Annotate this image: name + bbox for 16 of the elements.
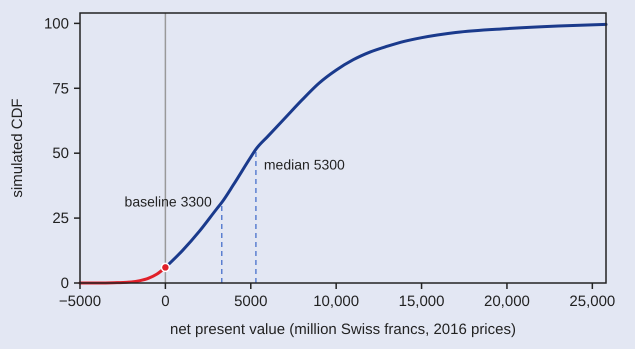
x-tick-label: 25,000	[569, 293, 616, 310]
y-axis-title: simulated CDF	[9, 98, 26, 198]
y-tick-label: 100	[44, 15, 69, 32]
x-tick-label: 5000	[234, 293, 268, 310]
x-tick-label: 15,000	[398, 293, 445, 310]
y-tick-label: 0	[60, 275, 69, 292]
x-tick-label: −5000	[58, 293, 102, 310]
y-tick-label: 50	[52, 145, 69, 162]
y-tick-label: 75	[52, 80, 69, 98]
annotation: baseline 3300	[124, 194, 212, 210]
x-tick-label: 20,000	[484, 293, 530, 310]
annotation: median 5300	[264, 156, 346, 172]
x-tick-label: 0	[161, 293, 170, 310]
x-tick-label: 10,000	[313, 293, 360, 310]
x-axis-title: net present value (million Swiss francs, 2016 prices)	[170, 321, 516, 338]
y-tick-label: 25	[52, 210, 69, 228]
